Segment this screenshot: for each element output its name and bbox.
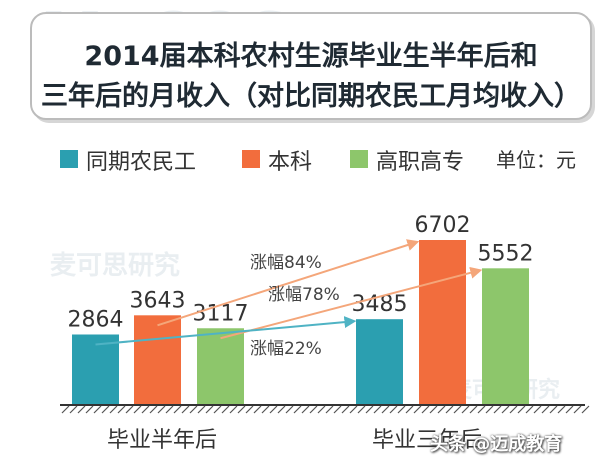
axis-hatch [493,405,502,414]
axis-hatch [85,405,94,414]
bar-1-1 [419,240,466,405]
axis-hatch [261,405,270,414]
axis-hatch [445,405,454,414]
axis-hatch [485,405,494,414]
growth-arrow-2 [95,316,357,346]
axis-hatch [93,405,102,414]
legend-swatch-vocational [350,150,368,168]
axis-hatch [285,405,294,414]
title-box: 2014届本科农村生源毕业生半年后和 三年后的月收入（对比同期农民工月均收入） [30,12,592,120]
value-label-1-0: 3643 [130,288,186,313]
axis-hatch [573,405,582,414]
axis-hatch [77,405,86,414]
axis-hatch [293,405,302,414]
axis-hatch [165,405,174,414]
axis-hatch [181,405,190,414]
axis-hatch [581,405,590,414]
legend-swatch-bachelor [242,150,260,168]
axis-hatch [69,405,78,414]
legend-swatch-migrant [60,150,78,168]
axis-hatch [277,405,286,414]
axis-hatch [325,405,334,414]
axis-hatch [157,405,166,414]
axis-hatch [397,405,406,414]
axis-hatch [429,405,438,414]
axis-hatch [341,405,350,414]
axis-hatch [213,405,222,414]
chart-title-line2: 三年后的月收入（对比同期农民工月均收入） [41,81,581,112]
category-label-1: 毕业三年后 [372,428,482,453]
axis-hatch [389,405,398,414]
axis-hatch [557,405,566,414]
growth-arrow-0 [157,239,420,327]
axis-hatch [541,405,550,414]
growth-arrow-1 [220,266,483,340]
bar-2-1 [482,268,529,405]
axis-hatch [565,405,574,414]
axis-hatch [501,405,510,414]
axis-hatch [149,405,158,414]
axis-hatch [173,405,182,414]
axis-hatch [533,405,542,414]
axis-hatch [125,405,134,414]
axis-hatch [469,405,478,414]
axis-hatch [365,405,374,414]
bar-2-0 [197,328,244,405]
legend-label-migrant: 同期农民工 [86,150,197,175]
axis-hatch [357,405,366,414]
axis-hatch [101,405,110,414]
axis-hatch [197,405,206,414]
axis-hatch [421,405,430,414]
axis-hatch [253,405,262,414]
axis-hatch [381,405,390,414]
axis-hatch [405,405,414,414]
axis-hatch [349,405,358,414]
axis-hatch [109,405,118,414]
axis-hatch [141,405,150,414]
bar-1-0 [134,315,181,405]
axis-hatch [333,405,342,414]
axis-hatch [133,405,142,414]
legend-label-bachelor: 本科 [268,150,313,175]
axis-hatch [221,405,230,414]
axis-hatch [117,405,126,414]
axis-hatch [525,405,534,414]
axis-hatch [189,405,198,414]
axis-hatch [517,405,526,414]
axis-hatch [61,405,70,414]
axis-hatch [453,405,462,414]
growth-label-0: 涨幅84% [250,253,322,273]
axis-hatch [413,405,422,414]
axis-hatch [437,405,446,414]
axis-hatch [509,405,518,414]
axis-hatch [317,405,326,414]
axis-hatch [229,405,238,414]
axis-hatch [373,405,382,414]
axis-hatch [245,405,254,414]
category-label-0: 毕业半年后 [107,428,217,453]
axis-hatch [461,405,470,414]
growth-label-2: 涨幅22% [250,339,322,359]
value-label-0-0: 2864 [68,307,124,332]
axis-hatch [309,405,318,414]
axis-hatch [301,405,310,414]
axis-hatch [237,405,246,414]
bar-0-1 [356,319,403,405]
legend-label-vocational: 高职高专 [376,150,465,175]
axis-hatch [477,405,486,414]
unit-label: 单位：元 [496,148,576,172]
value-label-2-1: 5552 [478,241,534,266]
footer-watermark: 头条 @迈成教育 [430,434,563,455]
axis-hatch [269,405,278,414]
growth-label-1: 涨幅78% [268,285,340,305]
bar-0-0 [72,334,119,405]
value-label-1-1: 6702 [415,213,471,238]
chart-title-line1: 2014届本科农村生源毕业生半年后和 [84,41,538,72]
axis-hatch [549,405,558,414]
axis-hatch [205,405,214,414]
